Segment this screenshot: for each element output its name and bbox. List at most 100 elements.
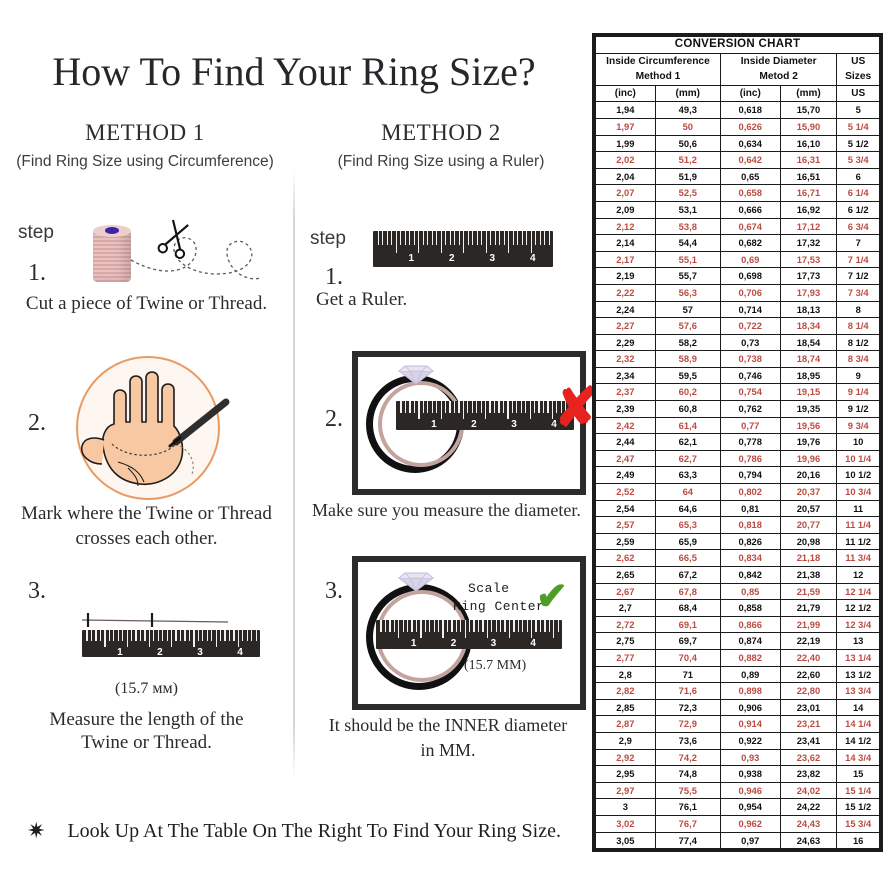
method-1-subtitle: (Find Ring Size using Circumference) bbox=[16, 153, 274, 170]
ruler-tick bbox=[171, 630, 173, 647]
table-row: 2,8 71 0,89 22,60 13 1/2 bbox=[595, 665, 880, 684]
ruler-tick bbox=[237, 630, 240, 647]
table-row: 2,32 58,9 0,738 18,74 8 3/4 bbox=[595, 350, 880, 368]
ruler-tick bbox=[429, 620, 431, 632]
ruler-tick bbox=[517, 231, 519, 246]
table-cell: 16,51 bbox=[779, 167, 838, 186]
table-title: CONVERSION CHART bbox=[595, 36, 880, 54]
ruler-tick bbox=[433, 620, 435, 632]
table-cell: 9 bbox=[836, 366, 880, 385]
table-cell: 74,8 bbox=[654, 765, 721, 783]
table-cell: 11 bbox=[836, 499, 880, 518]
ruler-tick bbox=[525, 401, 527, 413]
table-cell: 75,5 bbox=[654, 781, 721, 800]
ruler-label: 4 bbox=[530, 638, 536, 649]
table-cell: 6 1/2 bbox=[836, 200, 880, 219]
ruler-tick bbox=[157, 630, 159, 641]
table-cell: 2,32 bbox=[595, 350, 656, 368]
ruler-tick bbox=[442, 620, 444, 638]
group-header-circumference: Inside Circumference Method 1 bbox=[595, 52, 721, 86]
group-header-us-sizes: US Sizes bbox=[836, 52, 880, 86]
m2-step3-annotation-line1: Scale bbox=[468, 581, 510, 596]
ruler-tick bbox=[560, 401, 562, 413]
table-cell: 3 bbox=[595, 798, 656, 816]
table-cell: 17,93 bbox=[779, 283, 838, 302]
table-cell: 16,10 bbox=[779, 134, 838, 153]
table-cell: 71,6 bbox=[654, 682, 721, 700]
method-2-title: METHOD 2 bbox=[381, 120, 501, 145]
table-cell: 2,52 bbox=[595, 483, 656, 501]
table-cell: 2,12 bbox=[595, 217, 656, 236]
m1-step3-measurement: (15.7 мм) bbox=[115, 680, 178, 697]
table-cell: 65,3 bbox=[654, 516, 721, 534]
table-cell: 0,946 bbox=[719, 781, 781, 800]
table-cell: 0,722 bbox=[719, 317, 781, 335]
table-cell: 0,634 bbox=[719, 134, 781, 153]
ruler-tick bbox=[544, 620, 546, 632]
wrong-mark-icon: ✘ bbox=[554, 378, 600, 438]
ruler-tick bbox=[503, 231, 505, 246]
ruler-tick bbox=[449, 401, 451, 413]
ruler-tick bbox=[202, 630, 204, 641]
table-cell: 56,3 bbox=[654, 283, 721, 302]
table-cell: 21,79 bbox=[779, 599, 838, 617]
ruler-tick bbox=[556, 401, 558, 413]
gem-icon bbox=[397, 572, 435, 592]
ruler-tick bbox=[386, 231, 388, 246]
table-cell: 67,2 bbox=[654, 566, 721, 584]
table-cell: 0,65 bbox=[719, 167, 781, 186]
m2-step3-annotation-line2: Ring Center bbox=[453, 599, 545, 614]
table-cell: 2,09 bbox=[595, 200, 656, 219]
ruler-tick bbox=[499, 231, 501, 246]
table-cell: 11 1/2 bbox=[836, 532, 880, 551]
table-cell: 2,57 bbox=[595, 516, 656, 534]
ruler-label: 3 bbox=[489, 253, 496, 265]
m2-step1-word: step bbox=[310, 228, 346, 249]
table-cell: 2,19 bbox=[595, 267, 656, 285]
table-body: 1,94 49,3 0,618 15,70 5 1,97 50 0,626 15,90 5 1/4… bbox=[595, 101, 880, 850]
ruler-tick bbox=[436, 231, 438, 246]
table-cell: 1,97 bbox=[595, 117, 656, 136]
table-cell: 0,962 bbox=[719, 814, 781, 833]
table-cell: 0,738 bbox=[719, 350, 781, 368]
table-cell: 20,98 bbox=[779, 532, 838, 551]
method-1-column: METHOD 1 (Find Ring Size using Circumfer… bbox=[0, 120, 290, 171]
ruler-tick bbox=[504, 620, 506, 632]
table-cell: 14 1/4 bbox=[836, 715, 880, 733]
table-cell: 0,658 bbox=[719, 184, 781, 202]
table-cell: 2,04 bbox=[595, 167, 656, 186]
unit-header-1: (mm) bbox=[654, 84, 721, 103]
ruler-tick bbox=[424, 620, 426, 632]
table-cell: 62,7 bbox=[654, 449, 721, 468]
ruler-tick bbox=[485, 401, 487, 419]
ruler-tick bbox=[95, 630, 97, 641]
ruler-tick bbox=[113, 630, 115, 641]
m2-step3-caption-line2: in MM. bbox=[420, 740, 476, 760]
table-cell: 58,2 bbox=[654, 333, 721, 352]
m1-step1-number: 1. bbox=[28, 260, 46, 286]
conversion-chart: CONVERSION CHART Inside Circumference Me… bbox=[592, 33, 883, 853]
table-cell: 72,9 bbox=[654, 715, 721, 733]
ruler-tick bbox=[90, 630, 93, 641]
table-row: 2,37 60,2 0,754 19,15 9 1/4 bbox=[595, 383, 880, 402]
ruler-tick bbox=[413, 401, 416, 413]
table-cell: 8 1/4 bbox=[836, 317, 880, 335]
ruler-label: 2 bbox=[450, 638, 457, 649]
table-cell: 1,99 bbox=[595, 134, 656, 153]
table-cell: 8 1/2 bbox=[836, 333, 880, 352]
table-cell: 62,1 bbox=[654, 433, 721, 451]
table-cell: 15,90 bbox=[779, 117, 838, 136]
table-cell: 2,02 bbox=[595, 151, 656, 169]
table-cell: 0,626 bbox=[719, 117, 781, 136]
table-cell: 77,4 bbox=[654, 831, 721, 850]
ruler-tick bbox=[453, 401, 456, 413]
table-cell: 64,6 bbox=[654, 499, 721, 518]
table-cell: 17,73 bbox=[779, 267, 838, 285]
table-cell: 12 1/4 bbox=[836, 582, 880, 601]
table-cell: 20,57 bbox=[779, 499, 838, 518]
m2-step1-number: 1. bbox=[325, 264, 343, 290]
table-cell: 14 1/2 bbox=[836, 731, 880, 750]
ruler-tick bbox=[507, 401, 509, 419]
table-cell: 11 3/4 bbox=[836, 549, 880, 567]
table-cell: 21,99 bbox=[779, 615, 838, 634]
